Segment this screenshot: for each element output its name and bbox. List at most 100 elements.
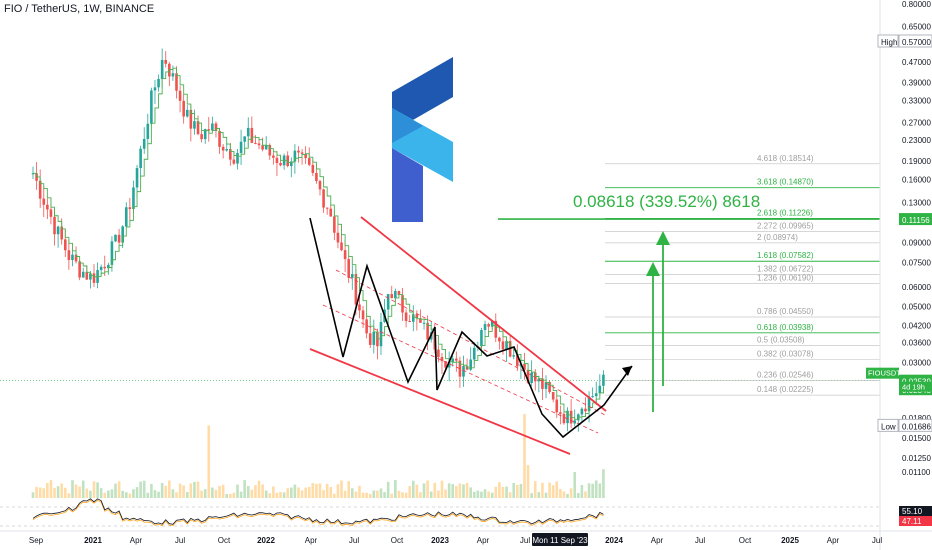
price-tick-label: 0.47000 [902, 58, 931, 67]
volume-bar [239, 491, 243, 498]
candle-body [426, 322, 429, 340]
price-tick-label: 0.01800 [902, 414, 931, 423]
volume-bar [168, 480, 171, 498]
candle-body [290, 161, 293, 167]
price-tick-label: 0.07500 [902, 258, 931, 267]
volume-bar [31, 492, 35, 498]
volume-bar [372, 490, 376, 498]
volume-bar [368, 493, 372, 498]
volume-bar [455, 486, 458, 498]
candle-body [175, 73, 178, 91]
volume-bar [487, 491, 490, 498]
volume-bar [157, 491, 160, 498]
price-tick-label: 0.04200 [902, 322, 931, 331]
candle-body [598, 385, 602, 394]
price-tick-label: 0.01250 [902, 454, 931, 463]
volume-bar [96, 482, 99, 498]
volume-bar [193, 481, 196, 498]
volume-bar [124, 492, 128, 498]
volume-bar [419, 492, 422, 498]
price-tick-label: 0.06000 [902, 283, 931, 292]
candle-body [340, 242, 343, 251]
logo-bottom [392, 148, 423, 222]
rsi-value: 55.10 [902, 507, 923, 516]
volume-bar [404, 492, 408, 498]
symbol-tag: FIOUSDT [868, 369, 901, 378]
volume-bar [451, 484, 455, 498]
candle-body [103, 266, 107, 269]
zigzag-path [309, 217, 633, 439]
candle-body [354, 274, 358, 305]
candle-body [559, 412, 562, 414]
candle-body [236, 152, 239, 164]
candle-body [71, 254, 74, 260]
candle-body [419, 318, 422, 323]
rsi-ma-line [32, 499, 604, 527]
candle-body [78, 261, 81, 278]
fib-label: 4.618 (0.18514) [757, 154, 814, 163]
volume-bar [203, 489, 207, 498]
volume-bar [505, 486, 508, 498]
volume-bar [469, 487, 472, 498]
fib-label: 0.786 (0.04550) [757, 307, 814, 316]
candle-body [368, 333, 372, 345]
volume-bar [221, 484, 225, 498]
volume-bar [117, 481, 121, 498]
candle-body [548, 382, 551, 393]
price-tick-label: 0.80000 [902, 0, 931, 9]
volume-bar [580, 485, 584, 498]
candle-body [343, 250, 347, 260]
volume-bar [282, 492, 286, 498]
candle-body [472, 347, 476, 360]
candle-body [279, 163, 282, 166]
candle-body [318, 181, 322, 190]
fib-label: 0.618 (0.03938) [757, 323, 814, 332]
volume-bar [99, 488, 103, 498]
time-tick-label: Jul [695, 536, 705, 545]
ma-path [33, 67, 604, 420]
candle-body [89, 273, 92, 280]
price-axis[interactable]: 0.80000 0.65000 0.57000 High 0.47000 0.39000 0… [866, 0, 932, 550]
candle-body [117, 234, 121, 243]
time-tick-label: Apr [651, 536, 664, 545]
candle-body [526, 369, 530, 383]
volume-bar [490, 492, 494, 498]
candle-body [211, 123, 214, 131]
volume-bar [229, 493, 232, 498]
volume-bar [132, 489, 135, 498]
candle-body [372, 331, 376, 345]
price-tag-name-bg [877, 418, 899, 432]
volume-bar [498, 482, 501, 498]
volume-bar [207, 425, 211, 498]
time-axis[interactable]: Sep 2021 Apr Jul Oct 2022 Apr Jul Oct 2023 Apr Jul M… [0, 530, 932, 546]
candle-body [602, 374, 605, 386]
volume-bar [343, 490, 347, 498]
arrow-head [622, 366, 632, 376]
time-tick-label: Jul [872, 536, 882, 545]
candle-body [487, 324, 490, 327]
volume-bar [275, 492, 279, 498]
price-tick-label: 0.01100 [902, 468, 931, 477]
time-tick-label: 2024 [605, 536, 623, 545]
candle-body [85, 271, 89, 280]
volume-bar [254, 485, 257, 498]
time-tick-label: Jul [520, 536, 530, 545]
volume-bar [286, 488, 290, 498]
volume-bar [236, 484, 239, 498]
volume-bar [512, 482, 516, 498]
candle-body [386, 294, 390, 310]
candle-body [246, 127, 250, 137]
candle-body [142, 138, 146, 149]
candle-body [523, 363, 526, 370]
candle-body [150, 90, 153, 124]
candle-body [239, 141, 243, 153]
volume-bar [293, 484, 297, 498]
candle-body [498, 337, 501, 342]
volume-bar [329, 487, 333, 498]
volume-bar [246, 486, 250, 498]
candle-body [67, 250, 71, 260]
volume-bar [530, 493, 533, 498]
target-annotation: 0.08618 (339.52%) 8618 [573, 192, 760, 211]
volume-bar [516, 484, 519, 498]
